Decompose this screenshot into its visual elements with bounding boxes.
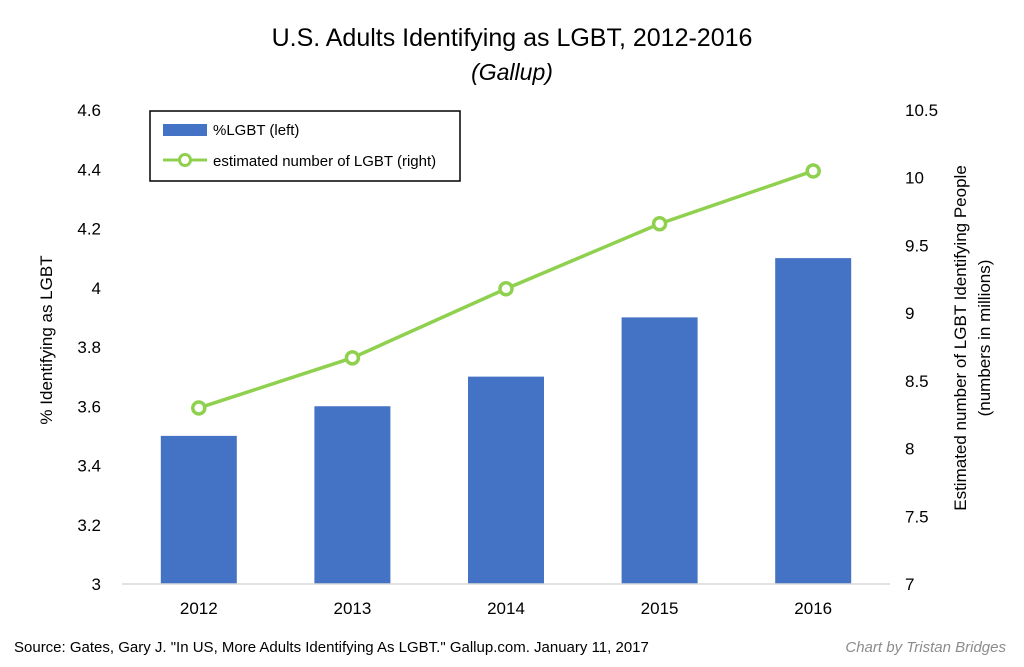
line-point-2013 bbox=[344, 350, 361, 366]
x-tick-label: 2013 bbox=[333, 599, 371, 618]
legend-bar-label: %LGBT (left) bbox=[213, 122, 299, 139]
y-axis-title: % Identifying as LGBT bbox=[37, 255, 56, 424]
y-tick-label: 3.2 bbox=[77, 516, 101, 535]
y-tick-label: 3.8 bbox=[77, 338, 101, 357]
y-tick-label: 4 bbox=[92, 279, 101, 298]
legend-bar-swatch bbox=[163, 124, 207, 136]
bar-2013 bbox=[314, 406, 391, 584]
y-tick-label: 4.4 bbox=[77, 160, 101, 179]
x-tick-label: 2014 bbox=[487, 599, 525, 618]
y-tick-label: 3 bbox=[92, 575, 101, 594]
y2-tick-label: 8 bbox=[905, 440, 914, 459]
source-note: Source: Gates, Gary J. "In US, More Adul… bbox=[14, 639, 649, 656]
x-tick-label: 2012 bbox=[180, 599, 218, 618]
y-tick-label: 4.2 bbox=[77, 220, 101, 239]
bar-2015 bbox=[621, 317, 698, 584]
y2-tick-label: 9 bbox=[905, 304, 914, 323]
legend: %LGBT (left) estimated number of LGBT (r… bbox=[149, 110, 461, 182]
legend-line-marker bbox=[178, 153, 192, 167]
chart-title: U.S. Adults Identifying as LGBT, 2012-20… bbox=[272, 24, 753, 52]
y2-tick-label: 9.5 bbox=[905, 236, 929, 255]
y2-tick-label: 10 bbox=[905, 169, 924, 188]
y-tick-label: 3.4 bbox=[77, 457, 101, 476]
x-tick-label: 2016 bbox=[794, 599, 832, 618]
line-point-2015 bbox=[651, 216, 668, 232]
bar-2016 bbox=[775, 258, 852, 584]
y2-tick-label: 7.5 bbox=[905, 507, 929, 526]
bar-2014 bbox=[468, 376, 544, 584]
chart-subtitle: (Gallup) bbox=[471, 59, 553, 85]
legend-line-label: estimated number of LGBT (right) bbox=[213, 153, 436, 170]
bar-2012 bbox=[160, 435, 237, 584]
chart-credit: Chart by Tristan Bridges bbox=[845, 639, 1006, 656]
y2-tick-label: 10.5 bbox=[905, 101, 938, 120]
line-point-2012 bbox=[191, 400, 207, 416]
line-point-2016 bbox=[805, 163, 821, 179]
x-tick-label: 2015 bbox=[641, 599, 679, 618]
y-tick-label: 3.6 bbox=[77, 397, 101, 416]
legend-box bbox=[149, 110, 461, 182]
y2-axis-title-line2: (numbers in millions) bbox=[975, 260, 994, 417]
y2-tick-label: 7 bbox=[905, 575, 914, 594]
line-point-2014 bbox=[498, 281, 514, 297]
y2-axis-title-line1: Estimated number of LGBT Identifying Peo… bbox=[951, 165, 970, 511]
y2-tick-label: 8.5 bbox=[905, 372, 929, 391]
y-tick-label: 4.6 bbox=[77, 101, 101, 120]
